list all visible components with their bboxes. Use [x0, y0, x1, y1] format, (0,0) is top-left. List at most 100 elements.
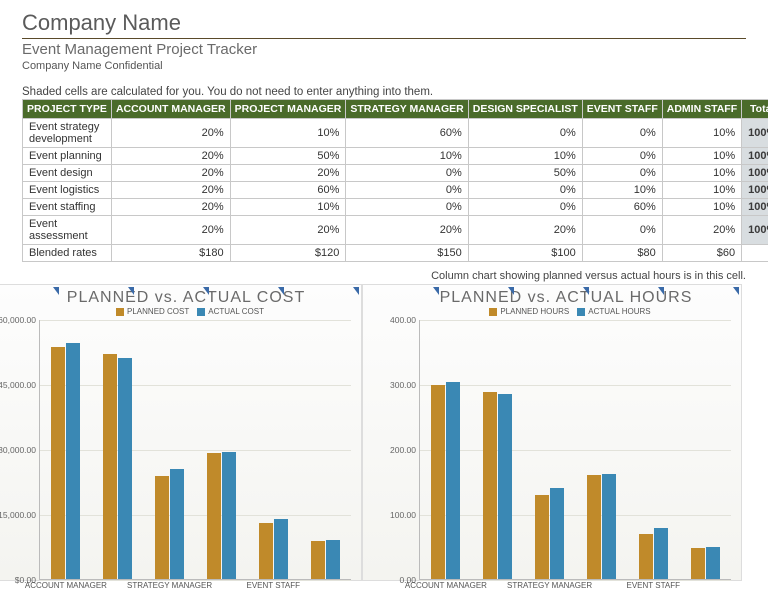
cell: 0%: [468, 119, 582, 148]
cell: 0%: [346, 182, 468, 199]
chart-legend: PLANNED HOURSACTUAL HOURS: [397, 307, 735, 316]
y-tick-label: 200.00: [390, 445, 416, 455]
cell: 0%: [346, 199, 468, 216]
cell: 10%: [346, 148, 468, 165]
cell: 10%: [662, 199, 741, 216]
bar-actual: [498, 394, 512, 579]
company-name: Company Name: [22, 10, 746, 36]
cell: 10%: [662, 119, 741, 148]
row-label: Event strategy development: [23, 119, 112, 148]
cell: 0%: [582, 165, 662, 182]
bar-group: [480, 392, 516, 579]
flag-icon: [508, 287, 514, 295]
divider: [22, 38, 746, 39]
cell: $60: [662, 245, 741, 262]
table-row: Blended rates$180$120$150$100$80$60: [23, 245, 768, 262]
cell: 10%: [230, 119, 346, 148]
bar-group: [635, 528, 671, 579]
table-row: Event design20%20%0%50%0%10%100%: [23, 165, 768, 182]
x-tick-label: ACCOUNT MANAGER: [25, 581, 107, 590]
table-row: Event assessment20%20%20%20%0%20%100%: [23, 216, 768, 245]
row-label: Blended rates: [23, 245, 112, 262]
x-tick-label: ACCOUNT MANAGER: [405, 581, 487, 590]
cell: 10%: [468, 148, 582, 165]
x-tick-label: EVENT STAFF: [247, 581, 301, 590]
bar-planned: [691, 548, 705, 579]
total-cell: 100%: [742, 165, 768, 182]
cell: 20%: [230, 165, 346, 182]
table-header: ACCOUNT MANAGER: [111, 100, 230, 119]
y-tick-label: 300.00: [390, 380, 416, 390]
bar-actual: [654, 528, 668, 579]
bar-group: [531, 488, 567, 579]
bar-actual: [118, 358, 132, 579]
y-tick-label: 400.00: [390, 315, 416, 325]
row-label: Event logistics: [23, 182, 112, 199]
bar-group: [428, 382, 464, 579]
cell: 20%: [111, 119, 230, 148]
cell: 0%: [582, 216, 662, 245]
x-tick-label: STRATEGY MANAGER: [127, 581, 212, 590]
cell: 0%: [582, 148, 662, 165]
row-label: Event staffing: [23, 199, 112, 216]
cell: 20%: [468, 216, 582, 245]
cell: $120: [230, 245, 346, 262]
cell: 0%: [346, 165, 468, 182]
y-tick-label: 100.00: [390, 510, 416, 520]
cell: 20%: [662, 216, 741, 245]
flag-icon: [733, 287, 739, 295]
total-cell: 100%: [742, 216, 768, 245]
bar-planned: [259, 523, 273, 579]
bar-actual: [222, 452, 236, 579]
bar-actual: [706, 547, 720, 580]
bar-planned: [483, 392, 497, 579]
bar-group: [48, 343, 84, 579]
table-row: Event staffing20%10%0%0%60%10%100%: [23, 199, 768, 216]
bar-actual: [274, 519, 288, 579]
bar-actual: [550, 488, 564, 579]
page-subtitle: Event Management Project Tracker: [22, 41, 746, 58]
cell: 20%: [346, 216, 468, 245]
table-header: EVENT STAFF: [582, 100, 662, 119]
table-row: Event strategy development20%10%60%0%0%1…: [23, 119, 768, 148]
bar-actual: [66, 343, 80, 579]
cell: 50%: [230, 148, 346, 165]
row-label: Event planning: [23, 148, 112, 165]
row-label: Event assessment: [23, 216, 112, 245]
cell: 0%: [582, 119, 662, 148]
cell: 60%: [346, 119, 468, 148]
cell: 20%: [230, 216, 346, 245]
flag-icon: [278, 287, 284, 295]
cell: 0%: [468, 199, 582, 216]
table-instruction: Shaded cells are calculated for you. You…: [22, 86, 746, 98]
table-header: STRATEGY MANAGER: [346, 100, 468, 119]
table-header: DESIGN SPECIALIST: [468, 100, 582, 119]
cell: 10%: [662, 182, 741, 199]
chart-title: PLANNED vs. ACTUAL HOURS: [397, 289, 735, 307]
table-header: Total: [742, 100, 768, 119]
total-cell: 100%: [742, 148, 768, 165]
y-tick-label: $45,000.00: [0, 380, 36, 390]
cell: 60%: [230, 182, 346, 199]
flag-icon: [53, 287, 59, 295]
bar-planned: [103, 354, 117, 579]
bar-actual: [170, 469, 184, 580]
table-header: ADMIN STAFF: [662, 100, 741, 119]
chart-note: Column chart showing planned versus actu…: [22, 270, 746, 282]
cell: 60%: [582, 199, 662, 216]
confidential-label: Company Name Confidential: [22, 60, 746, 72]
table-header: PROJECT TYPE: [23, 100, 112, 119]
cell: 10%: [582, 182, 662, 199]
chart-plot: $0.00$15,000.00$30,000.00$45,000.00$60,0…: [39, 320, 351, 580]
cell: $180: [111, 245, 230, 262]
cell: 10%: [662, 148, 741, 165]
bar-planned: [51, 347, 65, 579]
total-cell: 100%: [742, 182, 768, 199]
cell: 0%: [468, 182, 582, 199]
row-label: Event design: [23, 165, 112, 182]
bar-group: [307, 540, 343, 579]
table-row: Event logistics20%60%0%0%10%10%100%: [23, 182, 768, 199]
chart-title: PLANNED vs. ACTUAL COST: [17, 289, 355, 307]
bar-group: [687, 547, 723, 580]
flag-icon: [353, 287, 359, 295]
